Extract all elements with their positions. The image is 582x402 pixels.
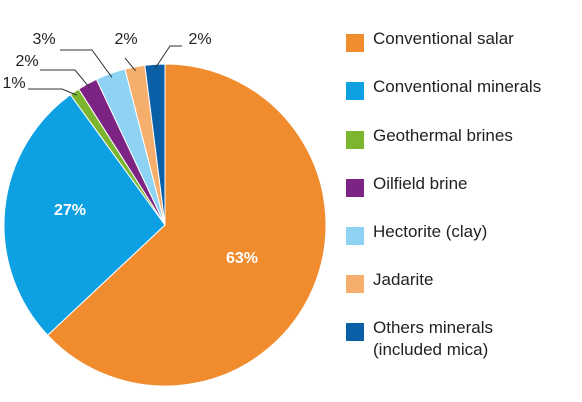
legend-swatch bbox=[346, 275, 364, 293]
legend-label: Hectorite (clay) bbox=[373, 222, 488, 241]
legend-item-hectorite-clay: Hectorite (clay) bbox=[346, 221, 487, 245]
data-label-others-minerals: 2% bbox=[188, 31, 211, 48]
leader-line-geothermal-brines bbox=[28, 88, 77, 96]
data-label-hectorite-clay: 3% bbox=[32, 31, 55, 48]
leader-line-hectorite-clay bbox=[60, 49, 113, 78]
data-label-jadarite: 2% bbox=[114, 31, 137, 48]
legend-swatch bbox=[346, 131, 364, 149]
legend-label: Geothermal brines bbox=[373, 126, 513, 145]
legend-swatch bbox=[346, 34, 364, 52]
legend-item-jadarite: Jadarite bbox=[346, 269, 433, 293]
pie-slice-conventional-minerals bbox=[3, 94, 166, 336]
data-label-geothermal-brines: 1% bbox=[2, 75, 25, 92]
data-label-conventional-minerals: 27% bbox=[54, 202, 86, 219]
legend-label: Others minerals (included mica) bbox=[373, 318, 493, 359]
data-label-conventional-salar: 63% bbox=[226, 250, 258, 267]
leader-line-jadarite bbox=[124, 57, 136, 72]
legend-item-oilfield-brine: Oilfield brine bbox=[346, 173, 468, 197]
leader-line-others-minerals bbox=[154, 45, 182, 69]
legend-swatch bbox=[346, 179, 364, 197]
legend-item-conventional-minerals: Conventional minerals bbox=[346, 76, 541, 100]
legend-label: Oilfield brine bbox=[373, 174, 468, 193]
data-label-oilfield-brine: 2% bbox=[15, 53, 38, 70]
legend-item-geothermal-brines: Geothermal brines bbox=[346, 125, 513, 149]
legend-label: Conventional salar bbox=[373, 29, 514, 48]
leader-line-oilfield-brine bbox=[40, 69, 90, 88]
pie-slice-others-minerals bbox=[144, 63, 166, 226]
legend-label: Jadarite bbox=[373, 270, 434, 289]
legend-swatch bbox=[346, 82, 364, 100]
legend-label: Conventional minerals bbox=[373, 77, 542, 96]
legend-swatch bbox=[346, 323, 364, 341]
legend-swatch bbox=[346, 227, 364, 245]
pie-chart: 63% 27% 1% 2% 3% 2% 2% bbox=[2, 31, 327, 387]
pie-slice-conventional-salar bbox=[46, 63, 327, 387]
legend-item-conventional-salar: Conventional salar bbox=[346, 28, 514, 52]
legend-item-others-minerals: Others minerals (included mica) bbox=[346, 317, 493, 361]
